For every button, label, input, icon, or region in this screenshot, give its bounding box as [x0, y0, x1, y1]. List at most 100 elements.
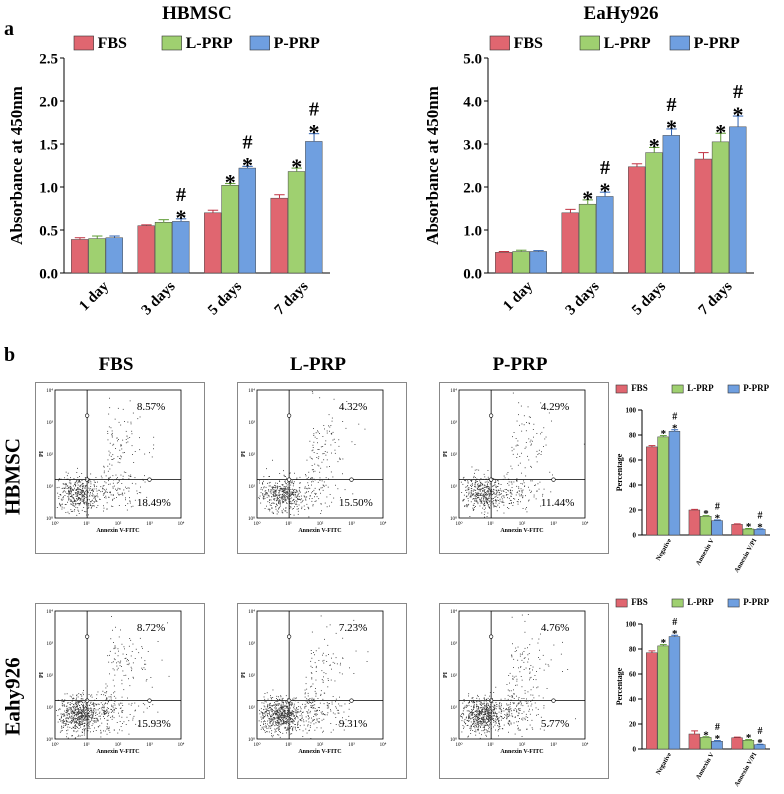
hbmsc-cck8-bar-p-prp-0 [105, 237, 123, 274]
flow-0-ytick-1: 10¹ [47, 484, 54, 490]
eahy-cck8-legend-label-1: L-PRP [604, 35, 651, 52]
flow-0-xtick-3: 10³ [146, 521, 153, 527]
flow-1-handle-top [287, 413, 292, 418]
flow-4-xtick-2: 10² [317, 742, 324, 748]
flow-0-xtick-0: 10⁰ [51, 521, 58, 527]
eahy-apoptosis-star-p-prp-2: * [757, 737, 763, 749]
eahy-cck8-bar-fbs-0 [495, 252, 513, 274]
chart-eahy-apoptosis: FBS L-PRP P-PRP020406080100Percentage**#Ne… [615, 597, 770, 788]
flow-4-y-label: PI [241, 671, 247, 678]
eahy-apoptosis-bar-fbs-1 [688, 733, 701, 750]
hbmsc-apoptosis-star-l-prp-2: * [746, 521, 752, 533]
flow-2-upper-right-pct: 4.29% [541, 401, 569, 413]
hbmsc-cck8-star-p-prp-2: * [242, 152, 253, 177]
eahy-apoptosis-category-label-0: Negative [655, 751, 673, 776]
hbmsc-cck8-bar-p-prp-2 [238, 167, 256, 274]
eahy-apoptosis-legend-label-2: P-PRP [743, 597, 769, 607]
eahy-apoptosis-legend-label-0: FBS [631, 597, 648, 607]
hbmsc-apoptosis-star-p-prp-0: * [672, 422, 678, 434]
flow-1-xtick-0: 10⁰ [253, 521, 260, 527]
hbmsc-apoptosis-ytick-label-4: 80 [629, 431, 637, 439]
hbmsc-apoptosis-star-p-prp-2: * [757, 521, 763, 533]
hbmsc-apoptosis-category-label-0: Negative [655, 537, 673, 562]
flow-col-title-lprp: L-PRP [290, 354, 346, 375]
hbmsc-cck8-legend-label-0: FBS [98, 35, 127, 52]
eahy-apoptosis-ytick-label-3: 60 [629, 670, 637, 678]
hbmsc-cck8-bar-fbs-0 [71, 239, 89, 274]
flow-5-ytick-2: 10² [451, 673, 458, 679]
hbmsc-apoptosis-legend-label-0: FBS [631, 383, 648, 393]
eahy-cck8-category-label-3: 7 days [696, 278, 736, 318]
hbmsc-apoptosis-bar-fbs-0 [646, 446, 658, 536]
eahy-cck8-hash-p-prp-3: # [733, 81, 743, 103]
eahy-cck8-bar-p-prp-2 [662, 135, 680, 274]
flow-3-axes [54, 610, 182, 740]
flow-3-handle-right [147, 698, 152, 703]
flow-4-x-label: Annexin V-FITC [298, 749, 341, 755]
flow-3-frame [35, 603, 205, 779]
hbmsc-apoptosis-ytick-label-0: 0 [633, 531, 637, 539]
eahy-apoptosis-star-p-prp-1: * [715, 733, 721, 745]
flow-2-y-label: PI [443, 450, 449, 457]
flow-1-ytick-1: 10¹ [249, 484, 256, 490]
flow-3-y-label: PI [39, 671, 45, 678]
flow-5-xtick-1: 10¹ [487, 742, 494, 748]
flow-4-frame [237, 603, 407, 779]
flow-1-x-label: Annexin V-FITC [298, 528, 341, 534]
flow-5-xtick-2: 10² [519, 742, 526, 748]
flow-1-scatter-dots [258, 391, 366, 518]
flow-3-xtick-0: 10⁰ [51, 742, 58, 748]
eahy-apoptosis-hash-p-prp-2: # [758, 726, 763, 737]
flow-1-xtick-4: 10⁴ [380, 521, 387, 527]
flow-0-xtick-1: 10¹ [83, 521, 90, 527]
flow-3-lower-right-pct: 15.93% [137, 718, 171, 730]
hbmsc-cck8-star-l-prp-3: * [291, 154, 302, 179]
flow-4-xtick-1: 10¹ [285, 742, 292, 748]
flow-2-xtick-1: 10¹ [487, 521, 494, 527]
eahy-cck8-category-label-1: 3 days [563, 278, 603, 318]
hbmsc-apoptosis-ytick-label-5: 100 [626, 406, 637, 414]
hbmsc-apoptosis-category-label-2: Annexin V/PI [733, 537, 758, 574]
flow-5-ytick-3: 10³ [451, 641, 458, 647]
flow-2-ytick-4: 10⁴ [450, 388, 457, 394]
panel-label-a: a [4, 18, 14, 40]
eahy-cck8-y-label: Absorbance at 450nm [423, 86, 442, 245]
hbmsc-cck8-bar-p-prp-3 [305, 141, 323, 274]
hbmsc-cck8-bar-fbs-2 [204, 212, 222, 274]
flow-4-scatter-dots [258, 615, 369, 739]
eahy-cck8-hash-p-prp-1: # [600, 157, 610, 179]
flow-0-ytick-3: 10³ [47, 420, 54, 426]
flow-col-title-fbs: FBS [98, 354, 134, 375]
eahy-apoptosis-y-label: Percentage [615, 667, 624, 705]
flow-1-axes [256, 389, 384, 519]
flow-5-lower-right-pct: 5.77% [541, 718, 569, 730]
hbmsc-apoptosis-hash-p-prp-2: # [758, 510, 763, 521]
flow-4-lower-right-pct: 9.31% [339, 718, 367, 730]
flow-2-frame [439, 382, 609, 554]
hbmsc-cck8-hash-p-prp-2: # [243, 131, 253, 153]
flow-1-ytick-2: 10² [249, 452, 256, 458]
flow-3-upper-right-pct: 8.72% [137, 622, 165, 634]
flow-4-ytick-3: 10³ [249, 641, 256, 647]
eahy-cck8-ytick-label-0: 0.0 [463, 266, 482, 282]
eahy-apoptosis-star-l-prp-0: * [661, 637, 667, 649]
hbmsc-cck8-hash-p-prp-1: # [176, 184, 186, 206]
flow-5-xtick-3: 10³ [550, 742, 557, 748]
hbmsc-apoptosis-star-l-prp-0: * [661, 428, 667, 440]
flow-4-upper-right-pct: 7.23% [339, 622, 367, 634]
flow-2-lower-right-pct: 11.44% [541, 497, 575, 509]
flow-3-ytick-1: 10¹ [47, 705, 54, 711]
hbmsc-apoptosis-star-p-prp-1: * [715, 513, 721, 525]
hbmsc-cck8-legend-swatch-0 [73, 35, 94, 51]
hbmsc-cck8-bar-fbs-3 [270, 197, 288, 274]
eahy-cck8-ytick-label-3: 3.0 [463, 137, 482, 153]
eahy-cck8-legend-swatch-0 [489, 35, 510, 51]
flow-4-handle-center [287, 698, 292, 703]
flow-col-title-pprp: P-PRP [492, 354, 548, 375]
flow-1-frame [237, 382, 407, 554]
chart-hbmsc-cck8: HBMSC FBS L-PRP P-PRP 0.0 0.5 1.0 1.5 2.0 2.5 Abso… [7, 3, 330, 318]
eahy-cck8-legend-swatch-2 [669, 35, 690, 51]
hbmsc-cck8-bar-fbs-1 [137, 225, 155, 274]
eahy-cck8-bar-fbs-2 [628, 166, 646, 274]
